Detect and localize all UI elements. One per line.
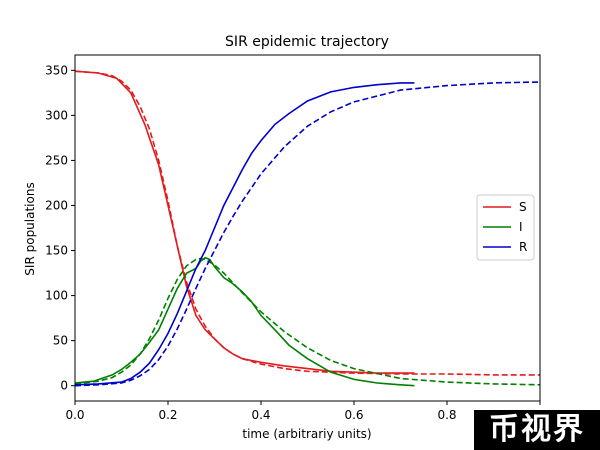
x-tick-label: 0.6 <box>344 408 363 422</box>
y-tick-label: 350 <box>45 63 68 77</box>
legend-label-s: S <box>519 200 527 214</box>
y-tick-label: 200 <box>45 198 68 212</box>
series-line-r-model <box>74 81 541 387</box>
series-line-i-model <box>74 257 541 386</box>
y-tick-label: 50 <box>53 334 68 348</box>
watermark-logo: 币视界 <box>474 410 600 450</box>
x-tick-label: 0.8 <box>437 408 456 422</box>
plot-frame <box>74 54 541 402</box>
series-line-s-model <box>74 70 540 376</box>
y-tick-label: 300 <box>45 108 68 122</box>
series-line-i <box>74 256 415 387</box>
legend-label-i: I <box>519 220 523 234</box>
y-tick-label: 150 <box>45 244 68 258</box>
legend: SIR <box>476 194 535 261</box>
y-tick-label: 0 <box>60 379 68 393</box>
legend-label-r: R <box>519 240 527 254</box>
y-axis-label: SIR populations <box>23 182 37 275</box>
plot-area <box>74 54 541 402</box>
x-axis-label: time (arbitrariy units) <box>242 427 371 441</box>
y-tick-label: 250 <box>45 153 68 167</box>
x-tick-label: 0.4 <box>251 408 270 422</box>
x-tick-label: 0.0 <box>65 408 84 422</box>
x-tick-label: 0.2 <box>158 408 177 422</box>
chart-title: SIR epidemic trajectory <box>225 34 389 50</box>
y-axis: 0 50 100 150 200 250 300 350 <box>45 63 75 393</box>
series-line-r <box>74 82 415 386</box>
y-tick-label: 100 <box>45 289 68 303</box>
